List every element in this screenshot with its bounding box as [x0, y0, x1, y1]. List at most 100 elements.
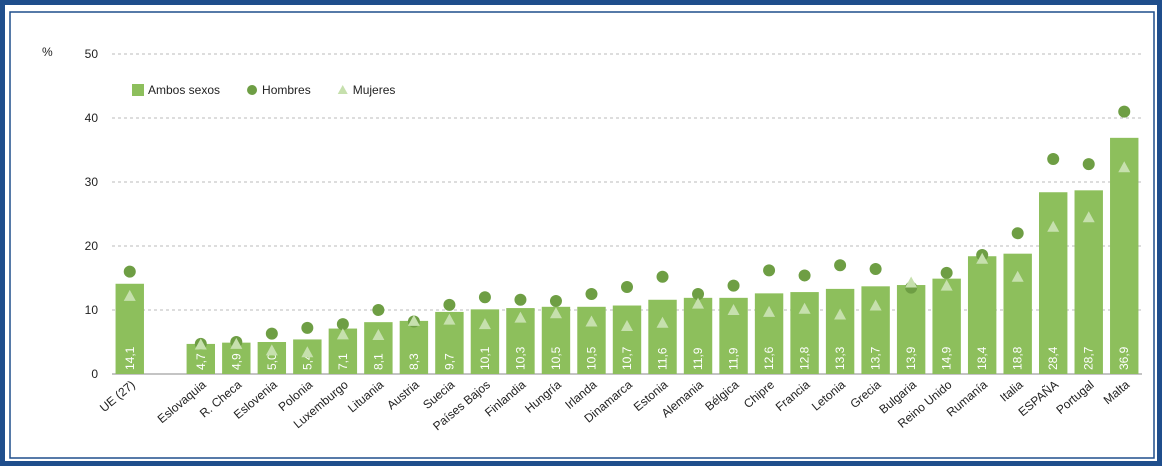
x-tick-label: Malta	[1101, 377, 1133, 407]
mujeres-marker	[336, 328, 349, 340]
hombres-marker	[1118, 105, 1131, 118]
x-tick-label: Francia	[773, 377, 813, 414]
hombres-marker	[727, 279, 740, 292]
mujeres-marker	[727, 304, 740, 315]
mujeres-marker	[621, 320, 633, 331]
hombres-marker	[869, 263, 882, 276]
x-tick-label: Eslovaquia	[155, 377, 209, 426]
bar	[399, 320, 429, 374]
data-label: 9,7	[442, 353, 456, 370]
data-label: 13,3	[833, 346, 847, 370]
hombres-marker	[798, 269, 811, 282]
mujeres-marker	[656, 316, 669, 328]
data-label: 12,6	[762, 346, 776, 370]
data-label: 4,9	[229, 353, 243, 370]
bar	[612, 305, 642, 374]
mujeres-marker	[905, 276, 918, 288]
hombres-marker	[443, 298, 456, 311]
legend-swatch	[337, 85, 348, 94]
data-label: 10,7	[620, 346, 634, 370]
bar	[896, 285, 926, 374]
y-tick-label: 30	[85, 175, 99, 189]
mujeres-marker	[798, 302, 811, 314]
data-label: 18,8	[1011, 346, 1025, 370]
hombres-marker	[1047, 152, 1060, 165]
y-tick-label: 20	[85, 239, 99, 253]
bar	[932, 278, 961, 374]
data-label: 11,9	[727, 347, 741, 370]
hombres-marker	[123, 265, 136, 278]
y-tick-label: 50	[85, 47, 99, 61]
mujeres-marker	[549, 307, 562, 319]
mujeres-marker	[194, 338, 207, 350]
x-tick-label: Rumanía	[944, 377, 991, 419]
hombres-marker	[478, 291, 491, 304]
x-tick-label: Chipre	[741, 377, 777, 411]
mujeres-marker	[940, 279, 953, 291]
data-label: 28,7	[1082, 346, 1096, 370]
bar	[825, 288, 855, 374]
hombres-marker	[514, 293, 527, 306]
bar	[1110, 137, 1139, 374]
x-tick-label: Finlandia	[482, 377, 529, 419]
x-tick-label: Hungría	[522, 377, 564, 415]
x-tick-label: Austria	[384, 377, 422, 412]
hombres-marker	[834, 259, 847, 272]
legend-label: Ambos sexos	[148, 83, 220, 97]
legend-swatch	[247, 85, 258, 95]
hombres-marker	[621, 280, 633, 293]
mujeres-marker	[1047, 220, 1060, 232]
hombres-marker	[336, 318, 349, 331]
mujeres-marker	[834, 308, 847, 320]
hombres-marker	[692, 288, 705, 300]
x-tick-label: Lituania	[345, 377, 386, 415]
mujeres-marker	[1082, 211, 1095, 223]
hombres-marker	[585, 288, 598, 300]
data-label: 18,4	[975, 346, 989, 370]
mujeres-marker	[763, 305, 776, 317]
mujeres-marker	[230, 337, 243, 349]
data-label: 7,1	[336, 353, 350, 370]
x-tick-label: Letonia	[809, 377, 848, 413]
x-tick-label: ESPAÑA	[1016, 378, 1062, 419]
bar	[683, 297, 713, 374]
data-label: 36,9	[1117, 346, 1131, 370]
mujeres-marker	[372, 328, 385, 340]
y-tick-label: 40	[85, 111, 99, 125]
inner-frame	[9, 11, 1155, 459]
data-label: 5,0	[265, 353, 279, 370]
hombres-marker	[763, 264, 776, 277]
x-tick-label: Italia	[997, 377, 1026, 404]
hombres-marker	[265, 327, 278, 340]
data-label: 13,9	[904, 346, 918, 370]
data-label: 10,5	[549, 346, 563, 370]
mujeres-marker	[514, 311, 527, 323]
mujeres-marker	[869, 299, 882, 311]
mujeres-marker	[478, 318, 491, 330]
legend-swatch	[132, 84, 144, 96]
x-tick-label: UE (27)	[97, 378, 138, 415]
legend-label: Hombres	[262, 83, 311, 97]
data-label: 10,1	[478, 346, 492, 370]
data-label: 11,6	[656, 347, 670, 370]
bar	[648, 299, 677, 374]
data-label: 13,7	[869, 346, 883, 370]
mujeres-marker	[407, 314, 420, 326]
mujeres-marker	[265, 344, 278, 356]
bar	[967, 256, 997, 374]
legend-label: Mujeres	[353, 83, 396, 97]
y-tick-label: 10	[85, 303, 99, 317]
data-label: 11,9	[691, 347, 705, 370]
x-tick-label: Bélgica	[702, 377, 741, 413]
data-label: 10,3	[513, 346, 527, 370]
hombres-marker	[1082, 158, 1095, 171]
mujeres-marker	[1011, 270, 1024, 282]
data-label: 8,1	[371, 353, 385, 370]
x-tick-label: Portugal	[1053, 378, 1096, 417]
mujeres-marker	[123, 289, 136, 301]
hombres-marker	[549, 295, 562, 308]
hombres-marker	[372, 304, 385, 316]
mujeres-marker	[301, 346, 314, 358]
